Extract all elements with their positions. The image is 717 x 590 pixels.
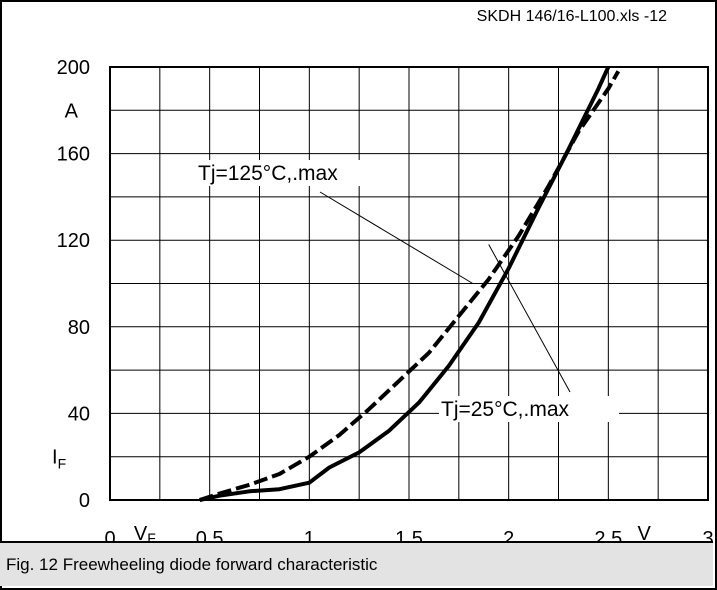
y-axis-label-subscript: F bbox=[58, 456, 67, 472]
y-tick-label: 160 bbox=[57, 144, 90, 166]
grid bbox=[109, 66, 709, 501]
y-tick-label: 200 bbox=[57, 57, 90, 79]
y-tick-label: 120 bbox=[57, 230, 90, 252]
y-axis-label: IF bbox=[52, 447, 66, 472]
x-tick-label: 2 bbox=[503, 528, 514, 550]
annotation-background bbox=[439, 396, 619, 422]
annotation-leader-line bbox=[488, 244, 571, 393]
annotation-label: Tj=125°C,.max bbox=[198, 162, 338, 185]
x-tick-label: 1 bbox=[304, 528, 315, 550]
x-tick-label: 0 bbox=[104, 528, 115, 550]
y-tick-label: 40 bbox=[68, 403, 90, 425]
y-tick-label: 0 bbox=[79, 490, 90, 512]
x-tick-label: 3 bbox=[702, 528, 713, 550]
x-unit-label: V bbox=[638, 523, 652, 545]
x-axis-label-subscript: F bbox=[147, 530, 156, 546]
series-line-1 bbox=[199, 70, 621, 502]
y-unit-label: A bbox=[65, 100, 79, 122]
curves bbox=[199, 66, 621, 502]
figure-caption: Fig. 12 Freewheeling diode forward chara… bbox=[0, 541, 713, 586]
plot-border bbox=[109, 66, 709, 501]
file-reference: SKDH 146/16-L100.xls -12 bbox=[476, 8, 667, 25]
annotation-background bbox=[196, 160, 376, 186]
annotation-leader-line bbox=[319, 191, 474, 284]
y-tick-label: 80 bbox=[68, 317, 90, 339]
annotation-label: Tj=25°C,.max bbox=[441, 398, 570, 421]
series-line-0 bbox=[199, 66, 611, 502]
